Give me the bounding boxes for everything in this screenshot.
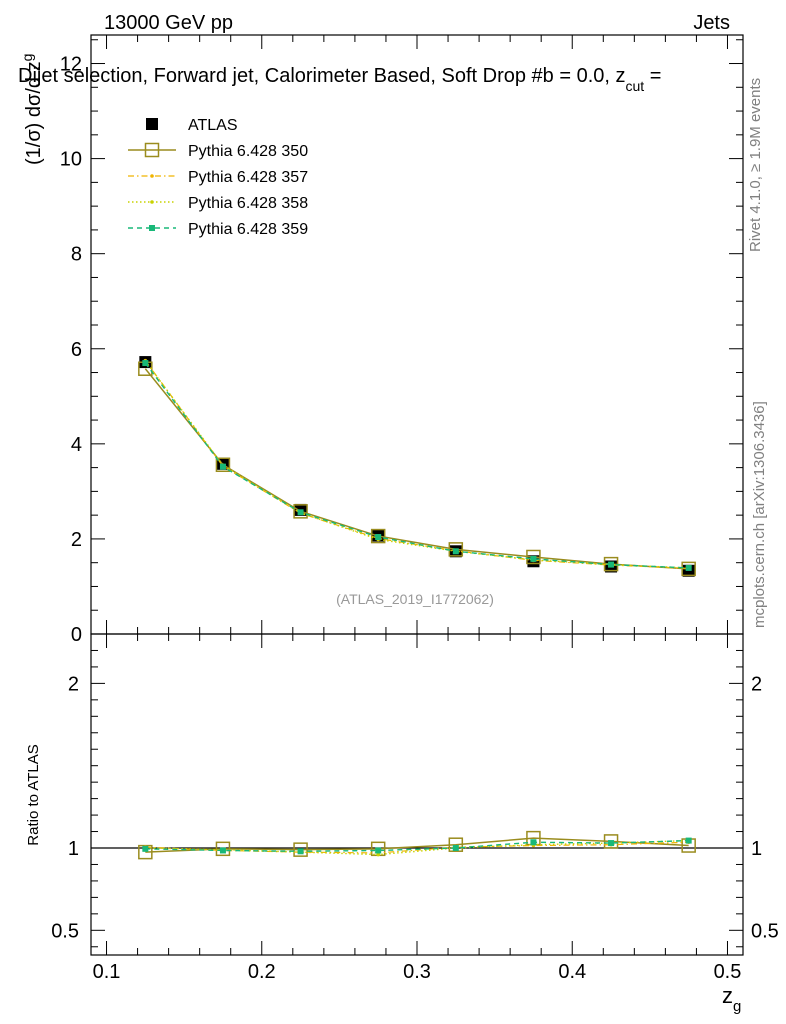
ratio-data-point: [685, 837, 692, 844]
energy-label: 13000 GeV pp: [104, 12, 233, 34]
x-axis-label-main: z: [722, 983, 733, 1008]
legend-entry-pythia-6-428-350: Pythia 6.428 350: [128, 142, 308, 160]
ratio-data-point: [530, 839, 537, 846]
x-tick-label: 0.5: [714, 961, 742, 983]
data-point: [142, 360, 149, 367]
data-point: [530, 555, 537, 562]
legend-entry-pythia-6-428-357: Pythia 6.428 357: [128, 169, 308, 186]
legend-entry-pythia-6-428-359: Pythia 6.428 359: [128, 221, 308, 238]
ratio-y-tick-label: 0.5: [51, 920, 79, 942]
analysis-id: (ATLAS_2019_I1772062): [336, 591, 494, 607]
ratio-ticks: 0.5 0.5 1 1 2 2 0.1 0.2 0.3 0.4 0.5: [51, 634, 779, 983]
main-panel: 0 2 4 6 8 10 12 (1/σ) dσ/d zg ATLAS Pythia 6.42…: [19, 34, 744, 646]
legend-label: ATLAS: [188, 117, 238, 134]
legend-entry-pythia-6-428-358: Pythia 6.428 358: [128, 195, 308, 212]
ratio-y-tick-label-right: 0.5: [751, 920, 779, 942]
series-line: [144, 362, 689, 569]
main-y-axis-label-main: (1/σ) dσ/d z: [23, 61, 45, 165]
ratio-data-point: [215, 841, 231, 857]
x-tick-label: 0.2: [248, 961, 276, 983]
data-point: [293, 504, 308, 519]
legend-marker: [144, 142, 160, 158]
legend-marker: [150, 174, 154, 178]
main-y-tick-label: 0: [71, 624, 82, 646]
ratio-data-point: [142, 845, 149, 852]
ratio-data-point: [376, 852, 380, 857]
data-point: [608, 561, 615, 568]
ratio-data-point: [448, 837, 464, 852]
x-axis-label-sub: g: [733, 998, 741, 1015]
legend-marker: [149, 225, 155, 231]
data-point: [452, 548, 459, 555]
data-point: [370, 528, 386, 544]
ratio-data-point: [452, 845, 459, 851]
ratio-panel: 0.5 0.5 1 1 2 2 0.1 0.2 0.3 0.4 0.5 Ratio to ATLAS…: [25, 633, 779, 1015]
x-tick-label: 0.4: [558, 961, 586, 983]
ratio-frame: [90, 633, 744, 956]
legend-label: Pythia 6.428 357: [188, 169, 308, 186]
legend-label: Pythia 6.428 358: [188, 195, 308, 212]
data-point: [215, 457, 231, 473]
main-y-tick-label: 2: [71, 529, 82, 551]
ratio-y-tick-label: 1: [68, 838, 79, 860]
ratio-y-tick-label-right: 1: [751, 838, 762, 860]
ratio-series: [138, 830, 696, 860]
plot-title: Dijet selection, Forward jet, Calorimete…: [18, 65, 661, 94]
ratio-data-point: [375, 847, 382, 854]
mcplots-label: mcplots.cern.ch [arXiv:1306.3436]: [751, 401, 768, 628]
legend-entry-atlas: ATLAS: [146, 117, 238, 134]
ratio-y-tick-label: 2: [68, 673, 79, 695]
legend-label: Pythia 6.428 359: [188, 221, 308, 238]
ratio-series-pythia-6-428-359: [142, 837, 692, 855]
rivet-label: Rivet 4.1.0, ≥ 1.9M events: [747, 78, 764, 252]
legend-marker: [146, 118, 158, 130]
category-label: Jets: [693, 12, 730, 34]
ratio-data-point: [219, 847, 226, 854]
main-y-axis-label: (1/σ) dσ/d zg: [19, 54, 45, 165]
ratio-y-axis-label: Ratio to ATLAS: [25, 744, 42, 845]
data-point: [219, 463, 226, 470]
data-point: [375, 534, 382, 541]
main-ticks: 0 2 4 6 8 10 12: [60, 35, 743, 646]
main-y-tick-label: 12: [60, 54, 82, 76]
legend-marker: [150, 200, 154, 204]
ratio-series-line: [145, 837, 689, 853]
ratio-data-point: [293, 842, 308, 857]
ratio-series-line: [145, 839, 689, 852]
ratio-data-point: [297, 848, 304, 855]
main-y-axis-label-sub: g: [19, 54, 35, 62]
x-tick-label: 0.3: [403, 961, 431, 983]
x-axis-label: zg: [722, 983, 741, 1015]
main-y-tick-label: 8: [71, 244, 82, 266]
series-pythia-6-428-359: [142, 360, 692, 571]
ratio-y-tick-label-right: 2: [751, 673, 762, 695]
legend: ATLAS Pythia 6.428 350 Pythia 6.428 357 Pyt…: [128, 117, 308, 238]
plot-title-tail: =: [644, 65, 661, 87]
ratio-data-point: [608, 840, 615, 847]
plot-title-sub: cut: [626, 78, 645, 94]
x-tick-label: 0.1: [93, 961, 121, 983]
data-point: [297, 509, 304, 516]
data-point: [526, 549, 541, 565]
ratio-data-point: [603, 834, 619, 849]
legend-label: Pythia 6.428 350: [188, 143, 308, 160]
series-line: [144, 360, 689, 569]
main-series: [138, 356, 696, 577]
plot-title-main: Dijet selection, Forward jet, Calorimete…: [18, 65, 626, 87]
main-y-tick-label: 4: [71, 434, 82, 456]
data-point: [685, 564, 692, 571]
data-point: [681, 561, 696, 577]
main-y-tick-label: 10: [60, 149, 82, 171]
main-y-tick-label: 6: [71, 339, 82, 361]
